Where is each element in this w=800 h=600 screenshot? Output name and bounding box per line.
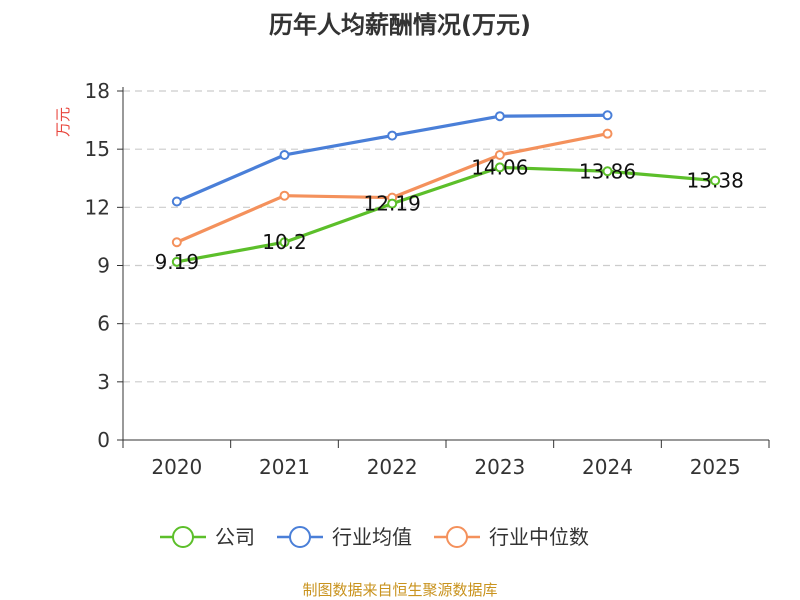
data-label: 12.19 — [364, 192, 421, 216]
series-1 — [171, 110, 613, 207]
data-point[interactable] — [279, 237, 290, 248]
axes: 0 3 6 9 12 15 18 2020 2021 2022 2023 2024 2025 — [85, 79, 770, 479]
y-tick-label: 0 — [97, 428, 110, 452]
x-tick-label: 2024 — [582, 455, 633, 479]
legend-label: 公司 — [215, 525, 255, 549]
data-point[interactable] — [494, 111, 505, 122]
chart-title: 历年人均薪酬情况(万元) — [269, 11, 531, 39]
x-tick-label: 2023 — [474, 455, 525, 479]
series-layer — [171, 110, 721, 267]
y-tick-label: 9 — [97, 254, 110, 278]
legend-marker — [289, 526, 311, 548]
series-line — [175, 113, 610, 204]
y-tick-label: 18 — [85, 79, 110, 103]
legend-item-0[interactable]: 公司 — [160, 525, 255, 549]
y-tick-label: 6 — [97, 312, 110, 336]
y-tick-label: 12 — [85, 195, 110, 219]
series-line — [175, 165, 717, 264]
data-point[interactable] — [279, 149, 290, 160]
source-note: 制图数据来自恒生聚源数据库 — [302, 581, 497, 599]
x-tick-label: 2022 — [367, 455, 418, 479]
data-label: 9.19 — [155, 250, 200, 274]
data-point[interactable] — [387, 130, 398, 141]
data-point[interactable] — [602, 128, 613, 139]
legend-item-1[interactable]: 行业均值 — [277, 525, 412, 549]
series-0 — [171, 162, 721, 267]
legend-marker — [446, 526, 468, 548]
data-point[interactable] — [494, 162, 505, 173]
data-point[interactable] — [171, 256, 182, 267]
data-labels: 9.19 10.2 12.19 14.06 13.86 13.38 — [155, 155, 744, 273]
data-point[interactable] — [710, 175, 721, 186]
x-tick-label: 2021 — [259, 455, 310, 479]
legend-label: 行业均值 — [332, 525, 412, 549]
series-line — [175, 132, 610, 244]
data-label: 14.06 — [471, 155, 528, 179]
data-point[interactable] — [602, 166, 613, 177]
data-point[interactable] — [602, 110, 613, 121]
y-axis-label: 万元 — [54, 107, 72, 137]
x-tick-label: 2025 — [690, 455, 741, 479]
legend-label: 行业中位数 — [489, 525, 589, 549]
series-2 — [171, 128, 613, 248]
data-label: 10.2 — [262, 230, 307, 254]
legend-marker — [172, 526, 194, 548]
y-tick-label: 15 — [85, 137, 110, 161]
data-point[interactable] — [279, 190, 290, 201]
legend[interactable]: 公司 行业均值 行业中位数 — [160, 525, 589, 549]
legend-item-2[interactable]: 行业中位数 — [434, 525, 589, 549]
data-point[interactable] — [494, 149, 505, 160]
data-point[interactable] — [171, 196, 182, 207]
x-tick-label: 2020 — [151, 455, 202, 479]
data-point[interactable] — [171, 237, 182, 248]
data-label: 13.86 — [579, 159, 636, 183]
y-tick-label: 3 — [97, 370, 110, 394]
data-point[interactable] — [387, 198, 398, 209]
data-label: 13.38 — [687, 169, 744, 193]
grid-lines — [123, 90, 769, 383]
